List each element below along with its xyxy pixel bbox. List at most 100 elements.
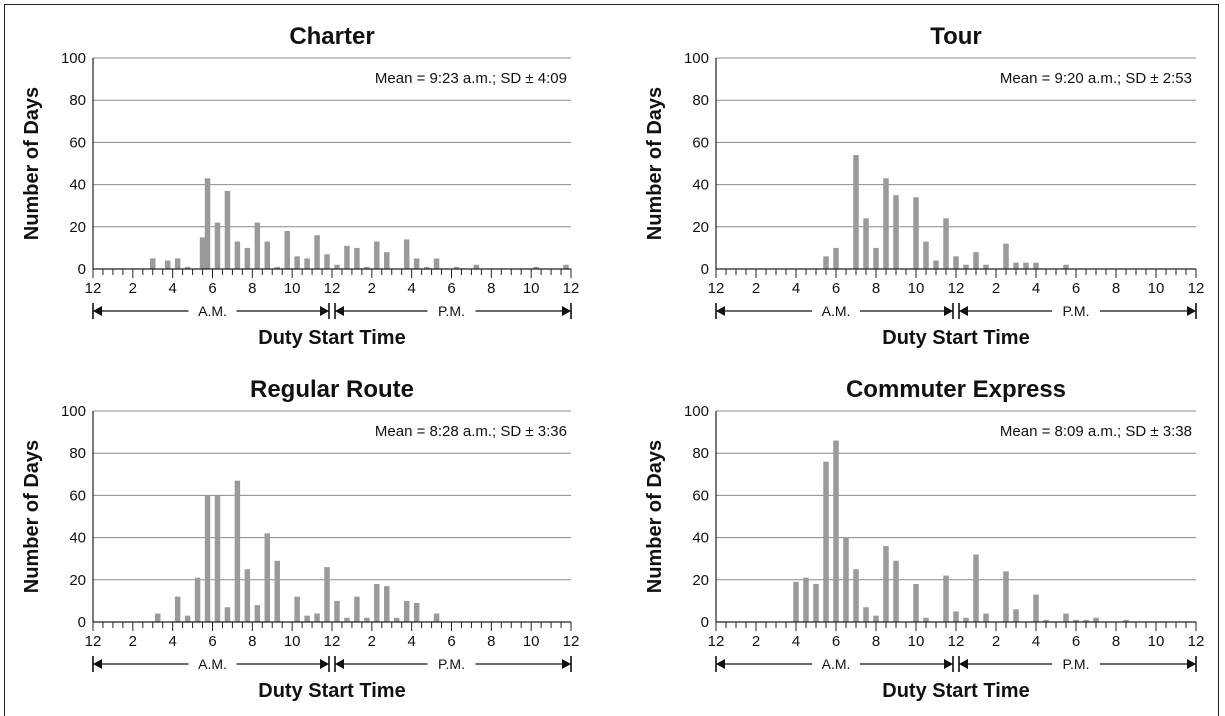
stats-annotation: Mean = 9:20 a.m.; SD ± 2:53 <box>1000 70 1192 87</box>
x-tick-label: 2 <box>368 280 376 297</box>
x-tick-label: 4 <box>792 280 800 297</box>
y-tick-label: 20 <box>692 572 709 589</box>
y-tick-label: 60 <box>69 487 86 504</box>
x-tick-label: 10 <box>908 633 925 650</box>
bar <box>1013 609 1019 622</box>
x-tick-label: 12 <box>708 280 725 297</box>
x-tick-label: 8 <box>248 280 256 297</box>
pm-label: P.M. <box>1063 656 1090 672</box>
bar <box>244 247 251 269</box>
x-tick-label: 4 <box>792 633 800 650</box>
arrowhead <box>335 306 344 316</box>
bar <box>324 254 330 269</box>
bar <box>334 264 340 269</box>
y-tick-label: 100 <box>684 50 709 67</box>
bar <box>1123 619 1129 622</box>
x-tick-label: 12 <box>324 633 341 650</box>
arrowhead <box>944 306 953 316</box>
bar <box>883 178 889 269</box>
bar <box>154 613 161 622</box>
arrowhead <box>716 306 725 316</box>
bar <box>384 252 390 269</box>
y-tick-label: 80 <box>692 445 709 462</box>
bar <box>199 237 206 269</box>
y-tick-label: 60 <box>692 134 709 151</box>
chart-panel-1: Charter Number of Days 0 20 40 60 80 100 12 2 4 6 8 1… <box>21 23 579 349</box>
bar <box>384 586 390 622</box>
y-tick-label: 80 <box>69 92 86 109</box>
x-tick-label: 10 <box>523 633 540 650</box>
bar <box>194 577 201 622</box>
bar <box>923 241 929 269</box>
bar <box>264 241 271 269</box>
pm-label: P.M. <box>438 656 465 672</box>
x-tick-label: 6 <box>208 280 216 297</box>
bar <box>403 600 410 622</box>
bar <box>150 258 156 269</box>
bar <box>184 266 191 269</box>
bar <box>1003 243 1009 269</box>
chart-title: Tour <box>930 23 982 50</box>
bar <box>953 256 959 269</box>
bar <box>334 600 340 622</box>
y-tick-label: 20 <box>69 572 86 589</box>
bar <box>433 613 440 622</box>
arrowhead <box>320 659 329 669</box>
stats-annotation: Mean = 8:28 a.m.; SD ± 3:36 <box>375 423 567 440</box>
x-tick-label: 10 <box>523 280 540 297</box>
x-tick-label: 8 <box>1112 633 1120 650</box>
x-tick-label: 8 <box>1112 280 1120 297</box>
x-tick-label: 12 <box>85 280 102 297</box>
bar <box>973 252 979 269</box>
y-tick-label: 80 <box>69 445 86 462</box>
bar <box>324 567 330 622</box>
bar <box>304 615 310 622</box>
x-tick-label: 12 <box>1188 280 1205 297</box>
bar <box>364 617 370 622</box>
x-tick-label: 4 <box>1032 280 1040 297</box>
bar <box>913 197 919 269</box>
x-tick-label: 6 <box>1072 633 1080 650</box>
am-label: A.M. <box>822 303 851 319</box>
x-tick-label: 4 <box>168 633 176 650</box>
x-tick-label: 2 <box>992 280 1000 297</box>
arrowhead <box>562 659 571 669</box>
bar <box>913 584 919 622</box>
x-tick-label: 12 <box>563 280 580 297</box>
bar <box>873 247 879 269</box>
bar <box>943 575 949 622</box>
x-tick-label: 8 <box>487 633 495 650</box>
bar <box>314 613 320 622</box>
x-tick-label: 10 <box>1148 280 1165 297</box>
x-tick-label: 8 <box>872 280 880 297</box>
x-tick-label: 12 <box>948 280 965 297</box>
bar <box>174 596 181 622</box>
chart-title: Charter <box>289 23 374 50</box>
arrowhead <box>562 306 571 316</box>
bar <box>833 247 839 269</box>
bar <box>453 266 460 269</box>
bar <box>793 581 799 622</box>
x-tick-label: 8 <box>248 633 256 650</box>
x-tick-label: 6 <box>447 633 455 650</box>
bar <box>393 617 400 622</box>
bar <box>853 569 859 622</box>
y-tick-label: 0 <box>78 614 86 631</box>
bar <box>204 495 211 622</box>
bar <box>214 495 221 622</box>
x-tick-label: 4 <box>407 633 415 650</box>
bar <box>174 258 181 269</box>
x-axis-label: Duty Start Time <box>258 680 405 702</box>
bar <box>294 256 300 269</box>
bar <box>983 613 989 622</box>
y-tick-label: 40 <box>692 177 709 194</box>
x-tick-label: 2 <box>129 280 137 297</box>
bar <box>224 607 231 622</box>
bar <box>473 264 480 269</box>
y-axis-label: Number of Days <box>644 87 666 240</box>
bar <box>923 617 929 622</box>
bar <box>943 218 949 269</box>
y-tick-label: 40 <box>69 177 86 194</box>
bar <box>1023 262 1029 269</box>
x-tick-label: 2 <box>752 280 760 297</box>
